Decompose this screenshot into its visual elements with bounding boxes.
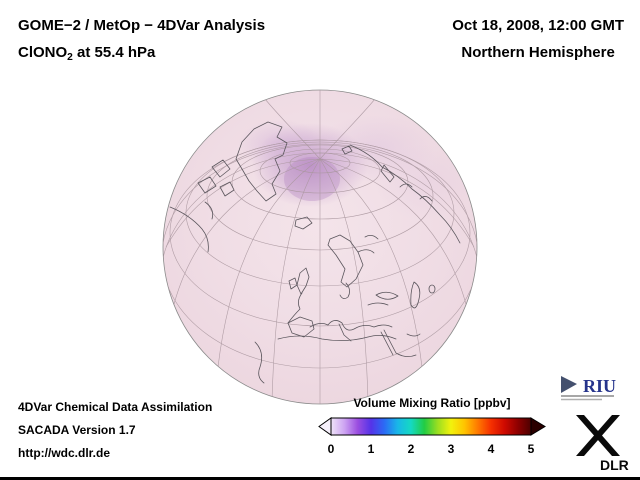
species-label: ClONO	[18, 44, 68, 61]
colorbar-tick-1: 1	[367, 442, 375, 456]
mixing-ratio-field	[238, 115, 475, 220]
species-subscript: 2	[67, 51, 73, 63]
dlr-logo: DLR	[576, 415, 629, 472]
datetime-block: Oct 18, 2008, 12:00 GMT Northern Hemisph…	[452, 12, 624, 66]
colorbar-title: Volume Mixing Ratio [ppbv]	[353, 396, 511, 410]
bottom-border	[0, 477, 640, 480]
assimilation-label: 4DVar Chemical Data Assimilation	[18, 400, 213, 414]
plot-title-line2: ClONO2 at 55.4 hPa	[18, 39, 265, 71]
pressure-level-label: at 55.4 hPa	[72, 44, 156, 61]
hemisphere-label: Northern Hemisphere	[461, 44, 615, 61]
datetime-label: Oct 18, 2008, 12:00 GMT	[452, 17, 624, 34]
graticule	[163, 90, 477, 404]
plot-title-line1: GOME−2 / MetOp − 4DVar Analysis	[18, 17, 266, 34]
coastlines	[169, 121, 461, 384]
plot-title-block: GOME−2 / MetOp − 4DVar Analysis ClONO2 a…	[18, 12, 265, 71]
colorbar-tick-3: 3	[447, 442, 455, 456]
colorbar-gradient	[330, 417, 532, 436]
colorbar-tick-2: 2	[407, 442, 415, 456]
globe-map	[162, 89, 478, 405]
dlr-logo-wing-2	[576, 415, 620, 456]
colorbar-underflow-arrow	[318, 417, 332, 436]
colorbar-tick-5: 5	[527, 442, 535, 456]
colorbar-tick-4: 4	[487, 442, 495, 456]
credits-block: 4DVar Chemical Data Assimilation SACADA …	[18, 396, 212, 465]
dlr-logo-text: DLR	[600, 457, 629, 472]
colorbar-tick-0: 0	[327, 442, 335, 456]
version-label: SACADA Version 1.7	[18, 423, 136, 437]
wdc-url-label: http://wdc.dlr.de	[18, 446, 110, 460]
riu-logo: RIU	[561, 376, 616, 401]
riu-logo-text: RIU	[583, 376, 616, 396]
colorbar-tick-labels: 0 1 2 3 4 5	[318, 442, 546, 458]
colorbar: Volume Mixing Ratio [ppbv] 0 1 2 3 4 5	[318, 396, 546, 458]
riu-logo-triangle	[561, 376, 577, 393]
colorbar-overflow-arrow	[530, 417, 546, 436]
